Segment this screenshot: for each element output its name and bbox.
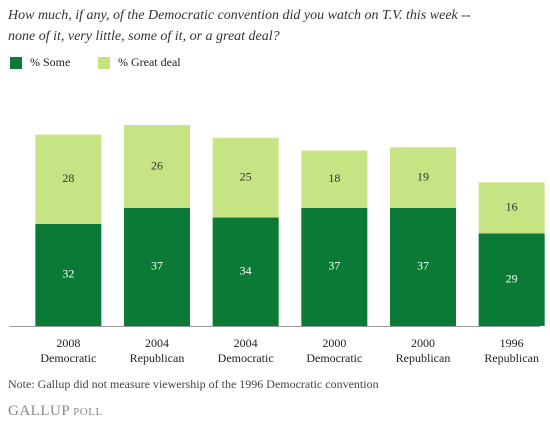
x-tick-label: 1996 [500, 336, 524, 350]
bar-segment [212, 137, 279, 218]
x-tick-label: 2004 [145, 336, 169, 350]
legend-label: % Great deal [118, 55, 181, 69]
x-tick-label: 2000 [322, 336, 346, 350]
bar-segment [35, 223, 102, 326]
chart-title: none of it, very little, some of it, or … [8, 29, 280, 44]
value-label: 26 [151, 158, 163, 172]
value-label: 16 [506, 200, 518, 214]
bar-segment [390, 147, 456, 208]
note: Note: Gallup did not measure viewership … [8, 377, 379, 391]
value-label: 37 [417, 259, 429, 273]
bar-segment [301, 207, 368, 326]
bar-segment [390, 207, 456, 326]
bar-segment [212, 217, 279, 326]
bar-segment [478, 233, 545, 326]
x-tick-label: 2004 [234, 336, 258, 350]
chart-title: How much, if any, of the Democratic conv… [7, 8, 471, 23]
value-label: 34 [240, 264, 252, 278]
x-tick-label: Republican [396, 351, 451, 365]
x-tick-label: Democratic [40, 351, 96, 365]
value-label: 25 [240, 169, 252, 183]
legend-label: % Some [30, 55, 70, 69]
value-label: 32 [62, 267, 74, 281]
x-tick-label: Democratic [306, 351, 362, 365]
value-label: 29 [506, 271, 518, 285]
source-brand: GALLUP [8, 403, 70, 419]
bar-segment [478, 182, 545, 234]
value-label: 37 [151, 259, 163, 273]
value-label: 19 [417, 169, 429, 183]
value-label: 18 [328, 171, 340, 185]
bar-segment [35, 134, 102, 224]
legend-swatch [10, 57, 22, 69]
x-tick-label: Republican [484, 351, 539, 365]
bar-segment [124, 207, 190, 326]
x-tick-label: 2008 [56, 336, 80, 350]
x-tick-label: 2000 [411, 336, 435, 350]
value-label: 37 [328, 259, 340, 273]
value-label: 28 [62, 171, 74, 185]
legend-swatch [98, 57, 110, 69]
source: GALLUP POLL [8, 403, 103, 419]
x-tick-label: Republican [130, 351, 185, 365]
bar-segment [301, 150, 368, 208]
source-suffix: POLL [73, 406, 103, 418]
bar-segment [124, 125, 190, 208]
x-tick-label: Democratic [218, 351, 274, 365]
